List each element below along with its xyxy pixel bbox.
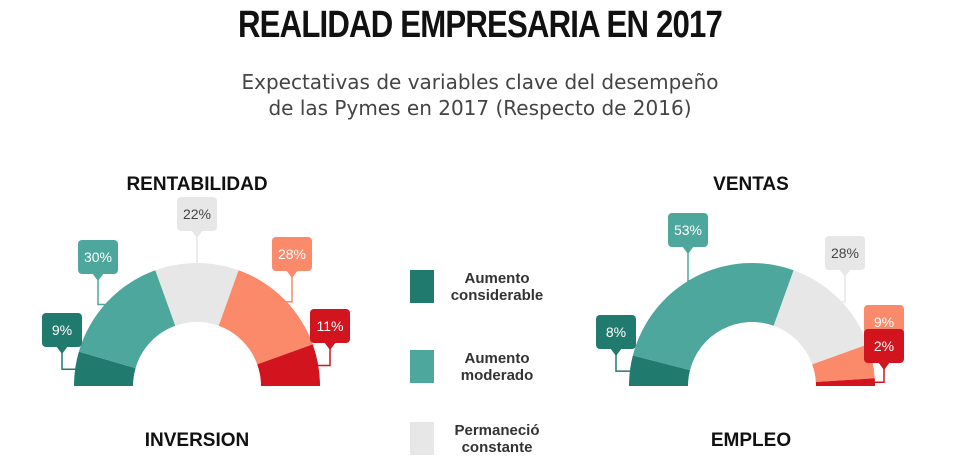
ventas-leader-0 bbox=[615, 349, 634, 372]
rentabilidad-slice-1 bbox=[78, 270, 176, 369]
rentabilidad-label-4: 11% bbox=[310, 309, 350, 367]
rentabilidad-label-box-3 bbox=[272, 237, 312, 271]
ventas-label-4: 2% bbox=[864, 329, 904, 384]
ventas-label-text-2: 28% bbox=[831, 245, 859, 261]
rentabilidad-label-box-4 bbox=[310, 309, 350, 343]
rentabilidad-leader-0 bbox=[61, 347, 80, 370]
chart-title-inversion: INVERSION bbox=[144, 430, 250, 451]
ventas-label-box-4 bbox=[864, 329, 904, 363]
ventas-label-text-4: 2% bbox=[874, 338, 894, 354]
rentabilidad-label-pointer-4 bbox=[324, 342, 336, 350]
ventas-label-text-3: 9% bbox=[874, 314, 894, 330]
main-title: REALIDAD EMPRESARIA EN 2017 bbox=[237, 4, 723, 46]
ventas-label-box-2 bbox=[825, 236, 865, 270]
rentabilidad-label-text-4: 11% bbox=[317, 318, 344, 334]
ventas-leader-2 bbox=[836, 270, 846, 303]
rentabilidad-label-text-2: 22% bbox=[183, 206, 211, 222]
rentabilidad-leader-4 bbox=[314, 343, 331, 367]
ventas-label-0: 8% bbox=[596, 315, 636, 372]
ventas-label-pointer-4 bbox=[878, 362, 890, 370]
legend-label: Permaneció constante bbox=[442, 422, 552, 456]
ventas-label-2: 28% bbox=[825, 236, 865, 303]
rentabilidad-label-pointer-1 bbox=[92, 273, 104, 281]
rentabilidad-label-box-2 bbox=[177, 197, 217, 231]
rentabilidad-leader-3 bbox=[281, 271, 293, 303]
rentabilidad-label-0: 9% bbox=[42, 313, 82, 370]
ventas-label-pointer-2 bbox=[839, 269, 851, 277]
legend-label-line1: Permaneció bbox=[454, 422, 540, 439]
legend-label: Aumento moderado bbox=[442, 350, 552, 384]
ventas-label-text-0: 8% bbox=[606, 324, 626, 340]
rentabilidad-label-2: 22% bbox=[177, 197, 217, 267]
ventas-slice-3 bbox=[812, 344, 875, 382]
ventas-slice-4 bbox=[815, 378, 875, 386]
ventas-label-box-1 bbox=[668, 213, 708, 247]
rentabilidad-slice-3 bbox=[218, 270, 313, 365]
ventas-leader-1 bbox=[687, 247, 697, 282]
rentabilidad-leader-1 bbox=[97, 274, 111, 306]
ventas-label-text-1: 53% bbox=[674, 222, 702, 238]
ventas-label-pointer-1 bbox=[682, 246, 694, 254]
rentabilidad-label-box-0 bbox=[42, 313, 82, 347]
ventas-slice-2 bbox=[773, 270, 868, 365]
legend-swatch bbox=[410, 422, 434, 455]
legend-label-line2: moderado bbox=[460, 367, 534, 384]
rentabilidad-slice-0 bbox=[74, 351, 136, 386]
rentabilidad-label-3: 28% bbox=[272, 237, 312, 303]
legend-label-line2: considerable bbox=[450, 287, 544, 304]
rentabilidad-label-text-0: 9% bbox=[52, 322, 72, 338]
rentabilidad-label-pointer-0 bbox=[56, 346, 68, 354]
rentabilidad-label-pointer-3 bbox=[286, 270, 298, 278]
ventas-slice-1 bbox=[632, 263, 794, 371]
rentabilidad-label-text-1: 30% bbox=[84, 249, 112, 265]
rentabilidad-label-pointer-2 bbox=[191, 230, 203, 238]
legend-label-line1: Aumento bbox=[464, 350, 530, 367]
chart-title-empleo: EMPLEO bbox=[710, 430, 792, 451]
legend-label-line2: constante bbox=[461, 439, 533, 456]
legend-label: Aumento considerable bbox=[442, 270, 552, 304]
rentabilidad-label-box-1 bbox=[78, 240, 118, 274]
ventas-label-box-0 bbox=[596, 315, 636, 349]
legend-swatch bbox=[410, 270, 434, 303]
rentabilidad-slice-4 bbox=[257, 344, 320, 386]
subtitle-line-2: de las Pymes en 2017 (Respecto de 2016) bbox=[268, 96, 692, 120]
legend-label-line1: Aumento bbox=[464, 270, 530, 287]
legend-swatch bbox=[410, 350, 434, 383]
chart-title-ventas: VENTAS bbox=[713, 174, 789, 195]
rentabilidad-label-1: 30% bbox=[78, 240, 118, 306]
chart-title-rentabilidad: RENTABILIDAD bbox=[126, 174, 268, 195]
ventas-label-1: 53% bbox=[668, 213, 708, 282]
rentabilidad-label-text-3: 28% bbox=[278, 246, 306, 262]
ventas-slice-0 bbox=[628, 355, 691, 386]
subtitle-line-1: Expectativas de variables clave del dese… bbox=[241, 70, 719, 94]
rentabilidad-slice-2 bbox=[155, 263, 239, 326]
ventas-label-pointer-0 bbox=[610, 348, 622, 356]
